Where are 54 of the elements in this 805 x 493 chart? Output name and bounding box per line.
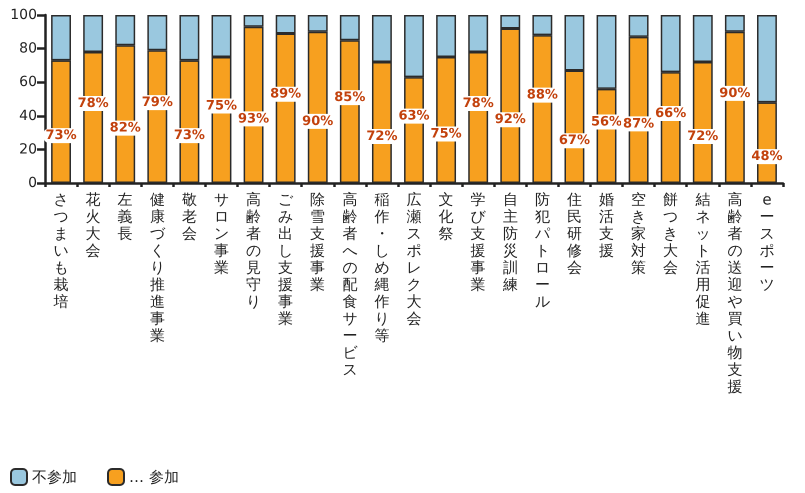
x-tick-label: 防犯パトロール (534, 190, 551, 310)
x-tick-label: 自主防災訓練 (502, 190, 518, 294)
data-label: 78% (462, 96, 494, 111)
category-label: 高齢者の送迎や買い物支援 (727, 190, 742, 396)
x-tick-label: 広瀬スポレク大会 (406, 190, 422, 328)
x-tick-label: 左義長 (118, 190, 133, 242)
data-label: 89% (270, 86, 302, 102)
data-label: 87% (623, 116, 654, 132)
data-label: 72% (687, 129, 718, 144)
x-tick-label: 学び支援事業 (470, 190, 487, 294)
data-label: 66% (655, 106, 686, 122)
legend-label: … 参加 (129, 468, 179, 486)
x-tick-label: 住民研修会 (566, 190, 582, 276)
data-label: 73% (45, 128, 77, 144)
y-tick-label: 100 (10, 7, 37, 23)
data-label: 72% (366, 129, 398, 144)
data-label: 67% (558, 133, 590, 148)
data-label: 79% (142, 95, 173, 110)
x-tick-label: 花火大会 (86, 190, 101, 260)
y-tick-label: 20 (19, 141, 37, 158)
x-tick-label: 文化祭 (438, 190, 454, 242)
data-label: 88% (526, 88, 558, 103)
data-label: 56% (590, 114, 622, 130)
data-label: 82% (110, 120, 141, 136)
category-label: 高齢者への配食サービス (342, 190, 358, 378)
data-label: 73% (174, 128, 205, 144)
data-label: 78% (78, 96, 109, 111)
data-label: 75% (430, 126, 462, 142)
y-tick-label: 0 (28, 175, 37, 191)
x-tick-label: eースポーツ (759, 190, 774, 294)
x-tick-label: 空き家対策 (631, 190, 646, 276)
data-label: 92% (494, 112, 526, 128)
y-tick-label: 80 (19, 40, 37, 57)
category-label: 稲作・しめ縄作り等 (374, 190, 390, 344)
data-label: 75% (206, 98, 238, 114)
data-label: 48% (751, 149, 783, 164)
data-label: 93% (238, 111, 270, 126)
x-tick-label: サロン事業 (214, 190, 229, 276)
data-label: 90% (302, 114, 334, 129)
data-label: 90% (719, 86, 750, 101)
x-tick-label: 敬老会 (182, 190, 197, 242)
x-tick-label: ごみ出し支援事業 (278, 190, 294, 328)
data-label: 85% (334, 90, 366, 106)
x-tick-label: 結ネット活用促進 (694, 190, 710, 328)
x-tick-label: 除雪支援事業 (310, 190, 326, 294)
legend-label: 不参加 (32, 468, 77, 486)
data-label: 63% (398, 108, 430, 124)
x-tick-label: 高齢者の見守り (246, 190, 262, 310)
y-tick-label: 40 (19, 108, 37, 124)
x-tick-label: さつまいも栽培 (52, 190, 69, 310)
category-label: 健康づくり推進事業 (150, 190, 165, 344)
y-tick-label: 60 (19, 74, 37, 90)
x-tick-label: 餅つき大会 (663, 190, 678, 276)
x-tick-label: 婚活支援 (599, 190, 614, 260)
